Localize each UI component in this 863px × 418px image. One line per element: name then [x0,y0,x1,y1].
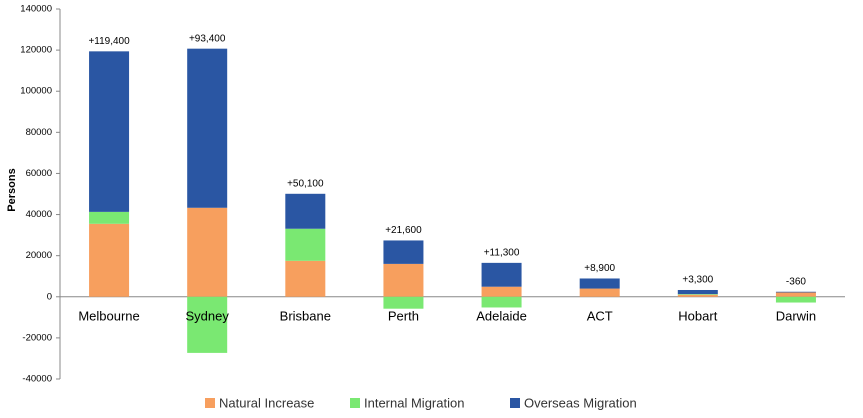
bar-segment [285,228,326,261]
bar-segment [187,207,228,297]
y-tick-label: 140000 [20,4,52,15]
y-axis-title: Persons [6,168,18,211]
bar-segment [677,289,718,295]
bar-segment [579,288,620,297]
y-tick-label: -40000 [22,374,52,385]
x-tick-label: Perth [388,308,419,323]
bar-segment [775,291,816,293]
y-tick-label: 120000 [20,45,52,56]
y-tick-label: 0 [47,291,52,302]
bar-segment [383,296,424,309]
x-tick-label: Sydney [186,308,230,323]
y-tick-label: 60000 [26,168,52,179]
bar-segment [775,292,816,297]
bar-segment [285,260,326,297]
y-tick-label: -20000 [22,332,52,343]
bar-segment [481,296,522,308]
x-tick-label: Brisbane [280,308,331,323]
bar-segment [285,193,326,229]
bar-segment [89,223,130,297]
bar-segment [383,263,424,297]
legend-swatch [510,398,520,408]
bar-segment [677,294,718,297]
x-tick-label: Adelaide [476,308,527,323]
bar-segment [677,294,718,295]
y-tick-label: 40000 [26,209,52,220]
x-tick-label: Melbourne [78,308,139,323]
y-tick-label: 100000 [20,86,52,97]
legend-label: Overseas Migration [524,395,637,410]
net-change-label: -360 [786,276,806,287]
bar-segment [481,262,522,287]
net-change-label: +3,300 [682,275,713,286]
y-tick-label: 80000 [26,127,52,138]
bar-segment [775,296,816,303]
legend-label: Natural Increase [219,395,314,410]
bar-segment [187,296,228,353]
net-change-label: +11,300 [484,248,520,259]
legend-swatch [350,398,360,408]
bar-segment [187,48,228,208]
x-tick-label: ACT [587,308,613,323]
x-tick-label: Darwin [776,308,816,323]
bar-segment [481,286,522,297]
bar-segment [89,211,130,224]
net-change-label: +119,400 [88,36,130,47]
bar-segment [383,240,424,264]
net-change-label: +50,100 [287,178,324,189]
net-change-label: +8,900 [584,263,615,274]
legend-swatch [205,398,215,408]
net-change-label: +21,600 [385,225,422,236]
legend-label: Internal Migration [364,395,464,410]
bar-segment [89,51,130,212]
bar-segment [579,278,620,289]
x-tick-label: Hobart [678,308,717,323]
y-tick-label: 20000 [26,250,52,261]
net-change-label: +93,400 [189,33,226,44]
